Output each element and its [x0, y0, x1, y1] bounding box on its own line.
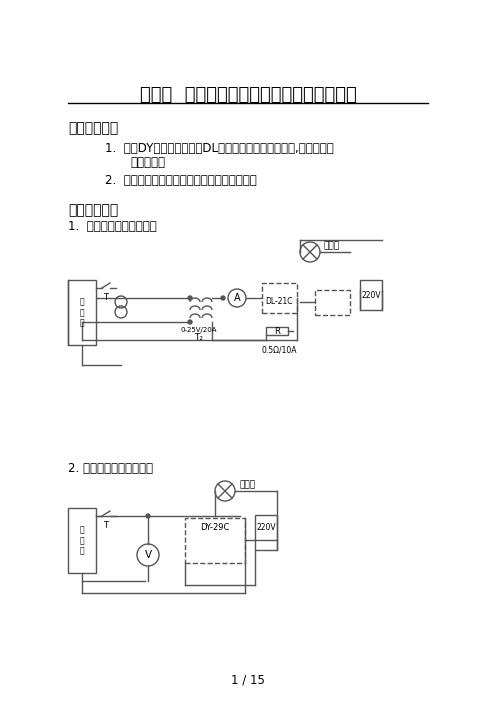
- Bar: [185, 518, 245, 563]
- Circle shape: [188, 320, 192, 324]
- Text: 1 / 15: 1 / 15: [231, 673, 265, 687]
- Bar: [255, 515, 277, 550]
- Text: 光示牌: 光示牌: [239, 480, 255, 489]
- Text: V: V: [144, 550, 152, 560]
- Text: 1.  过流继电器实验接线图: 1. 过流继电器实验接线图: [68, 220, 157, 232]
- Text: 1.  熟悉DY型电压继电器和DL型电流继电器的实际结构,工作原理、: 1. 熟悉DY型电压继电器和DL型电流继电器的实际结构,工作原理、: [105, 142, 334, 154]
- Text: T₂: T₂: [194, 333, 203, 343]
- Text: 220V: 220V: [256, 524, 276, 533]
- Text: 二、实验电路: 二、实验电路: [68, 203, 118, 217]
- Text: 0-25V/20A: 0-25V/20A: [181, 327, 217, 333]
- Text: R: R: [274, 326, 280, 336]
- Bar: [68, 508, 96, 573]
- Circle shape: [146, 514, 150, 518]
- Bar: [315, 290, 350, 315]
- Circle shape: [188, 296, 192, 300]
- Bar: [360, 280, 382, 310]
- Text: 220V: 220V: [361, 291, 381, 300]
- Text: 一、实验目的: 一、实验目的: [68, 121, 118, 135]
- Text: 2. 低压继电器实验接线图: 2. 低压继电器实验接线图: [68, 461, 153, 475]
- Text: 2.  学习动作电流、动作电压参数的整定方法。: 2. 学习动作电流、动作电压参数的整定方法。: [105, 173, 257, 187]
- Text: 光示牌: 光示牌: [324, 241, 340, 251]
- Text: 0.5Ω/10A: 0.5Ω/10A: [262, 345, 297, 355]
- Bar: [266, 327, 288, 335]
- Bar: [68, 280, 96, 345]
- Circle shape: [221, 296, 225, 300]
- Text: DL-21C: DL-21C: [266, 296, 293, 305]
- Text: T: T: [104, 522, 109, 531]
- Text: 调
压
器: 调 压 器: [80, 526, 84, 555]
- Text: 调
压
器: 调 压 器: [80, 298, 84, 327]
- Text: T: T: [104, 293, 109, 303]
- Text: DY-29C: DY-29C: [200, 524, 230, 533]
- Text: 实验一  电磁型电流继电器和电压继电器实验: 实验一 电磁型电流继电器和电压继电器实验: [140, 86, 356, 104]
- Bar: [262, 283, 297, 313]
- Text: A: A: [234, 293, 241, 303]
- Text: 基本特性；: 基本特性；: [130, 157, 165, 169]
